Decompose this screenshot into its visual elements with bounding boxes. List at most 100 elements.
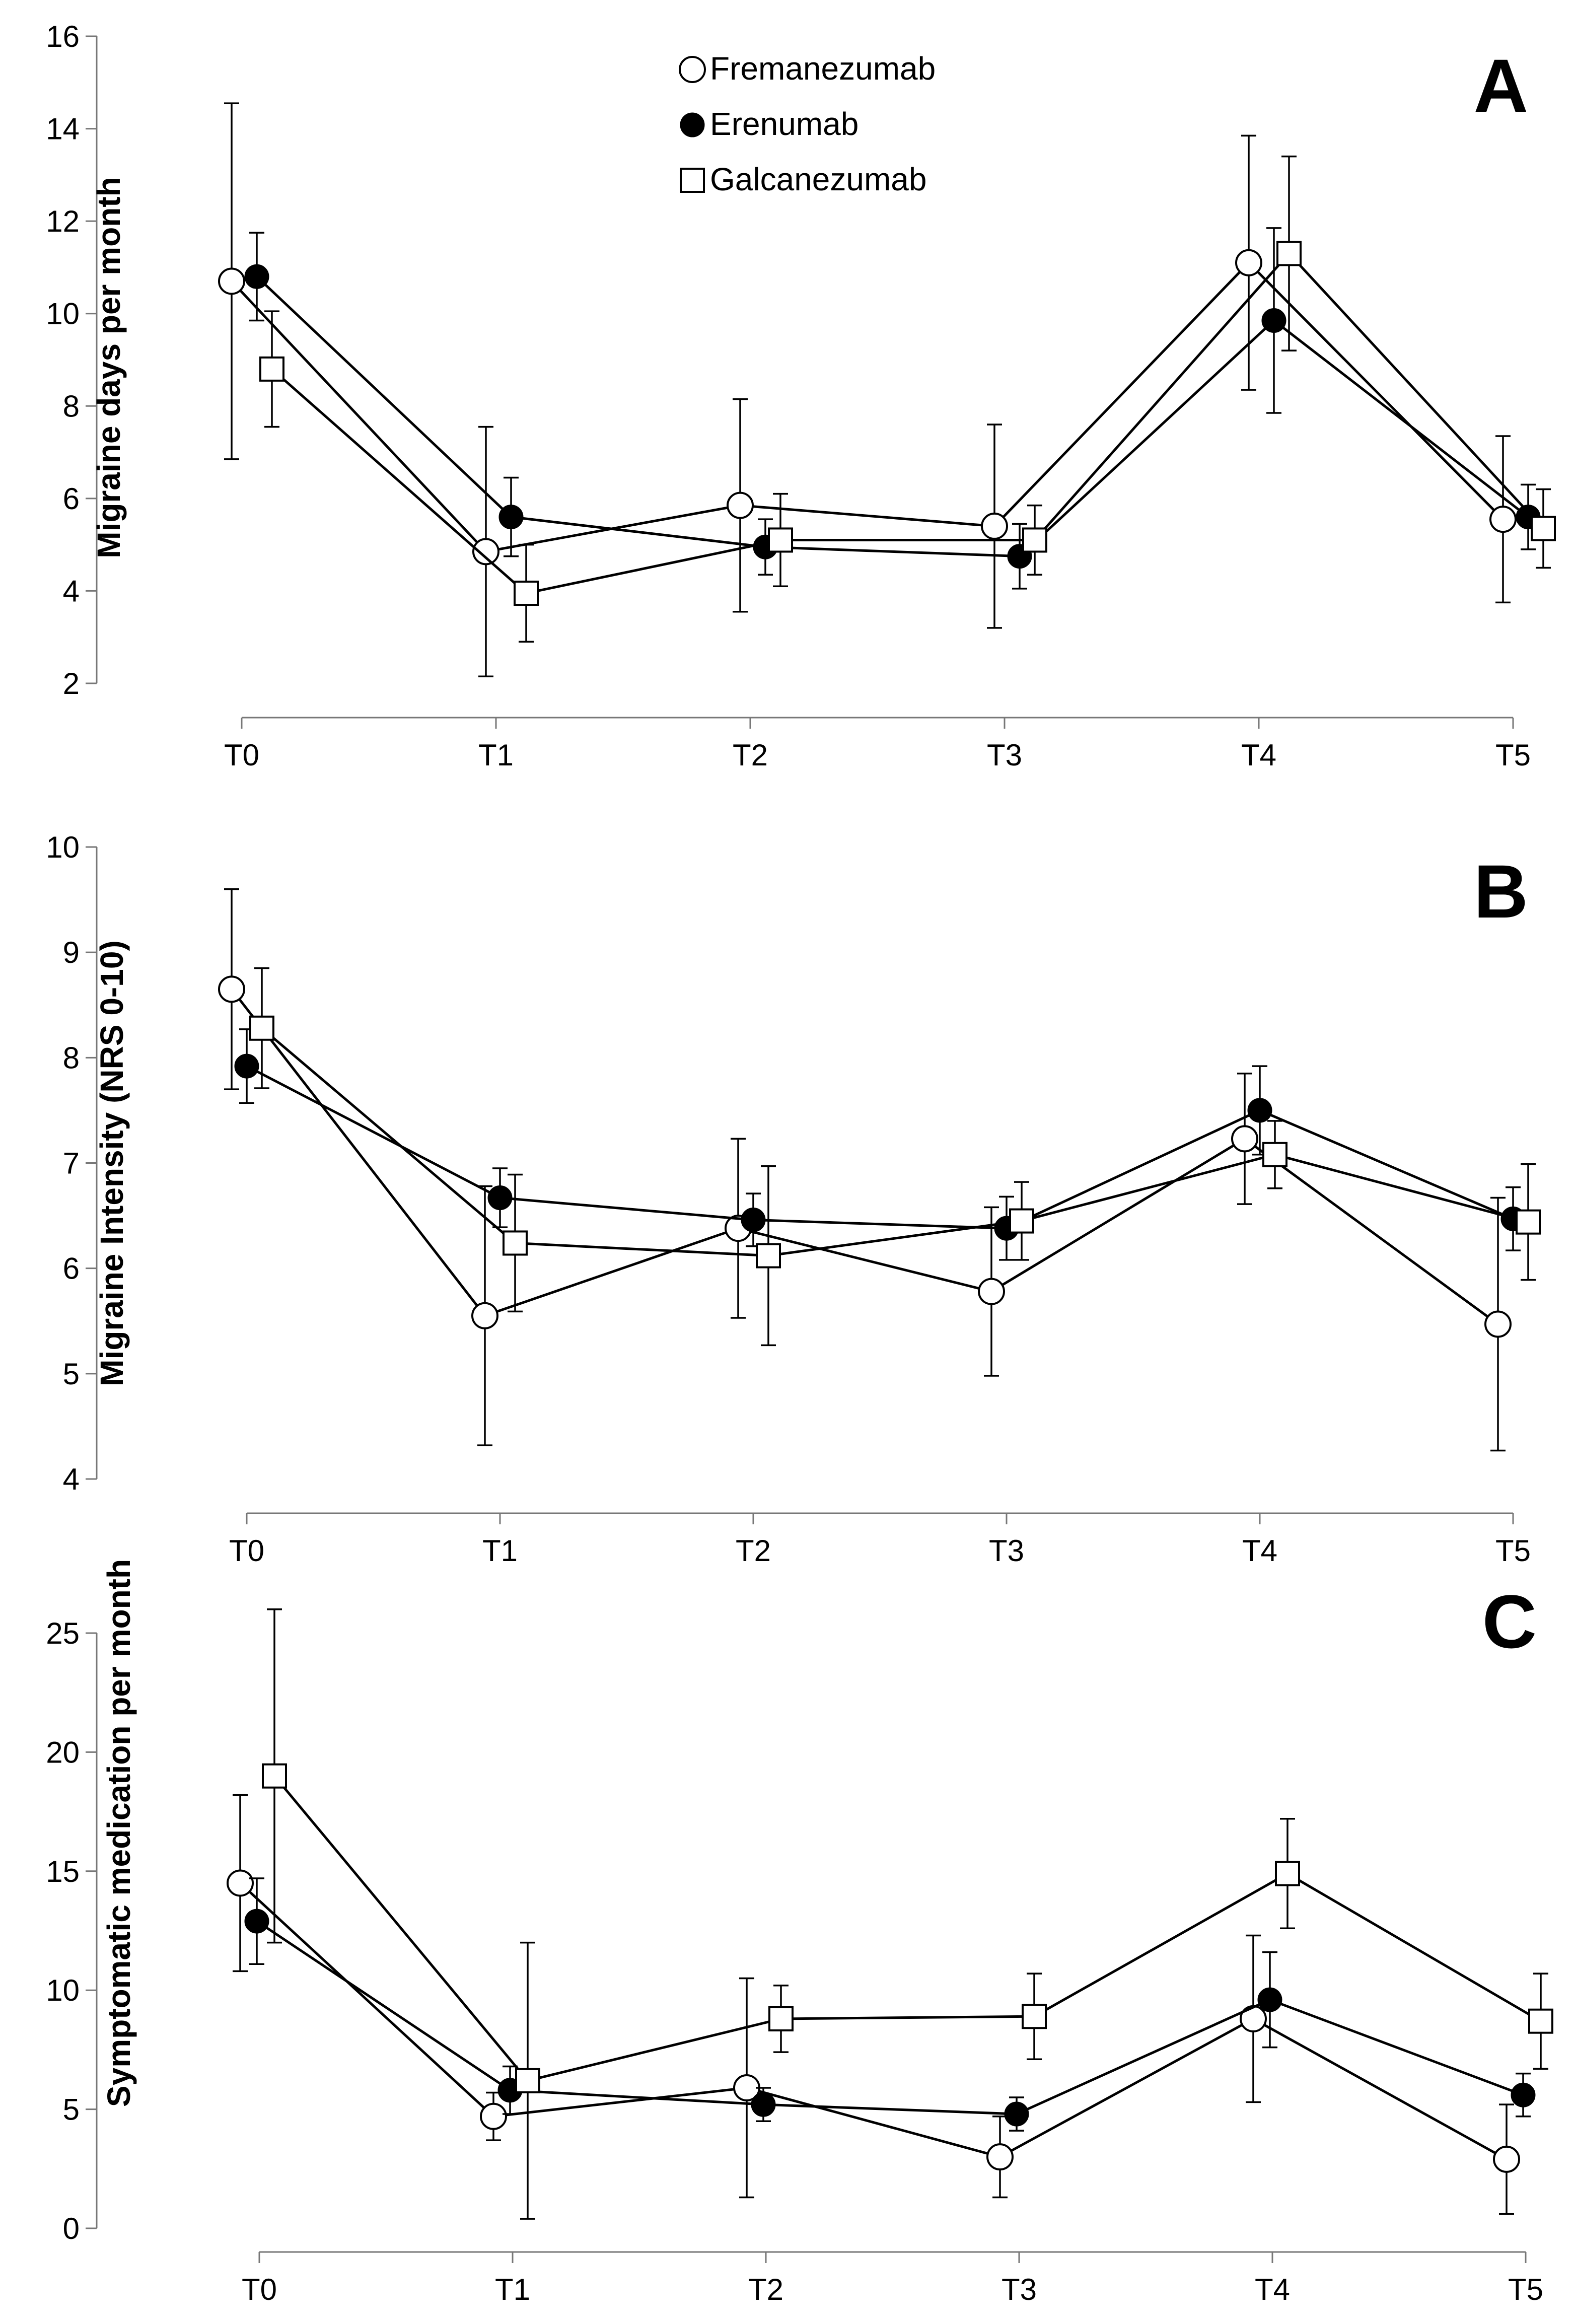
- data-point-galcanezumab: [768, 2006, 794, 2031]
- series-fremanezumab: [227, 1794, 1520, 2215]
- x-tick-label: T3: [989, 1534, 1024, 1568]
- series-galcanezumab: [249, 967, 1541, 1347]
- data-point-galcanezumab: [1022, 527, 1047, 553]
- legend-marker-erenumab: [680, 112, 705, 137]
- x-tick-label: T2: [736, 1534, 771, 1568]
- y-tick-label: 10: [46, 297, 80, 331]
- data-point-fremanezumab: [472, 538, 499, 566]
- series-line-galcanezumab: [261, 1027, 1529, 1257]
- data-point-galcanezumab: [249, 1015, 274, 1041]
- series-line-erenumab: [246, 1065, 1514, 1230]
- x-tick-label: T0: [242, 2273, 277, 2306]
- data-point-erenumab: [1247, 1098, 1272, 1123]
- legend-label-galcanezumab: Galcanezumab: [710, 161, 926, 197]
- series-fremanezumab: [218, 102, 1517, 677]
- panel-c: 0 5 10 15 20 25 T0 T1 T2 T3 T4 T5 Symptomatic medica…: [46, 1559, 1553, 2306]
- data-point-galcanezumab: [1516, 1209, 1541, 1235]
- x-tick-label: T2: [748, 2273, 783, 2306]
- data-point-galcanezumab: [262, 1763, 287, 1789]
- data-point-galcanezumab: [1009, 1208, 1034, 1234]
- data-point-fremanezumab: [480, 2102, 507, 2130]
- x-tick-label: T1: [495, 2273, 530, 2306]
- series-line-fremanezumab: [239, 1882, 1508, 2161]
- y-tick-label: 16: [46, 20, 80, 53]
- x-tick-label: T4: [1241, 738, 1276, 772]
- x-tick-label: T1: [482, 1534, 518, 1568]
- y-tick-label: 4: [63, 1462, 80, 1496]
- x-tick-label: T3: [987, 738, 1022, 772]
- data-point-fremanezumab: [227, 1869, 254, 1897]
- series-fremanezumab: [218, 888, 1512, 1452]
- data-point-galcanezumab: [1528, 2008, 1553, 2034]
- data-point-fremanezumab: [1235, 249, 1262, 276]
- data-point-erenumab: [234, 1053, 259, 1079]
- data-point-fremanezumab: [978, 1278, 1005, 1305]
- data-point-galcanezumab: [515, 2068, 540, 2093]
- series-galcanezumab: [259, 155, 1556, 643]
- x-tick-label: T3: [1001, 2273, 1037, 2306]
- data-point-fremanezumab: [218, 267, 245, 295]
- y-tick-label: 6: [63, 1252, 80, 1286]
- data-point-fremanezumab: [981, 512, 1008, 540]
- panel-a: 2 4 6 8 10 12 14 16 T0 T1 T2 T3 T4 T5 Migraine days pe…: [46, 20, 1556, 772]
- data-point-fremanezumab: [471, 1302, 498, 1329]
- series-line-fremanezumab: [231, 261, 1504, 553]
- data-point-galcanezumab: [1262, 1142, 1287, 1167]
- y-tick-label: 9: [63, 936, 80, 969]
- y-tick-label: 10: [46, 1974, 80, 2007]
- data-point-fremanezumab: [986, 2143, 1014, 2171]
- data-point-erenumab: [751, 2092, 776, 2117]
- data-point-erenumab: [1511, 2082, 1536, 2107]
- data-point-galcanezumab: [1022, 2004, 1047, 2029]
- data-point-fremanezumab: [1489, 506, 1517, 533]
- y-tick-label: 8: [63, 389, 80, 423]
- data-point-galcanezumab: [503, 1230, 528, 1256]
- panel-b-letter: B: [1474, 849, 1528, 934]
- x-tick-label: T5: [1508, 2273, 1543, 2306]
- x-tick-label: T0: [229, 1534, 264, 1568]
- y-tick-label: 5: [63, 2093, 80, 2127]
- series-erenumab: [234, 1028, 1526, 1261]
- data-point-erenumab: [244, 264, 269, 289]
- data-point-erenumab: [1257, 1987, 1282, 2012]
- legend-label-erenumab: Erenumab: [710, 106, 858, 142]
- panel-c-y-label: Symptomatic medication per month: [101, 1559, 137, 2107]
- data-point-galcanezumab: [768, 527, 793, 553]
- data-point-galcanezumab: [514, 581, 539, 606]
- data-point-galcanezumab: [1276, 241, 1302, 266]
- legend: Fremanezumab Erenumab Galcanezumab: [679, 50, 936, 197]
- y-tick-label: 6: [63, 482, 80, 516]
- series-line-galcanezumab: [273, 1775, 1542, 2082]
- legend-label-fremanezumab: Fremanezumab: [710, 50, 936, 87]
- y-tick-label: 8: [63, 1041, 80, 1075]
- series-line-erenumab: [256, 275, 1529, 558]
- y-tick-label: 25: [46, 1616, 80, 1650]
- y-tick-label: 12: [46, 204, 80, 238]
- x-tick-label: T4: [1255, 2273, 1290, 2306]
- y-tick-label: 2: [63, 667, 80, 700]
- series-erenumab: [244, 227, 1541, 590]
- panel-a-y-label: Migraine days per month: [91, 177, 127, 558]
- data-point-galcanezumab: [259, 356, 284, 382]
- y-tick-label: 7: [63, 1147, 80, 1180]
- data-point-fremanezumab: [1493, 2145, 1520, 2173]
- data-point-erenumab: [1261, 308, 1286, 333]
- x-tick-label: T1: [478, 738, 514, 772]
- data-point-galcanezumab: [756, 1243, 781, 1269]
- data-point-erenumab: [487, 1185, 513, 1211]
- panel-b: 4 5 6 7 8 9 10 T0 T1 T2 T3 T4 T5 Migraine Intensity (…: [46, 830, 1541, 1568]
- data-point-erenumab: [498, 505, 524, 530]
- series-line-fremanezumab: [231, 988, 1499, 1325]
- x-tick-label: T0: [224, 738, 259, 772]
- x-tick-label: T4: [1242, 1534, 1277, 1568]
- panel-c-letter: C: [1482, 1579, 1537, 1664]
- y-tick-label: 5: [63, 1357, 80, 1391]
- legend-marker-galcanezumab: [680, 168, 705, 193]
- data-point-fremanezumab: [218, 975, 245, 1003]
- series-galcanezumab: [262, 1608, 1553, 2220]
- y-tick-label: 15: [46, 1855, 80, 1888]
- y-tick-label: 0: [63, 2212, 80, 2245]
- data-point-fremanezumab: [1484, 1310, 1512, 1338]
- y-tick-label: 20: [46, 1735, 80, 1769]
